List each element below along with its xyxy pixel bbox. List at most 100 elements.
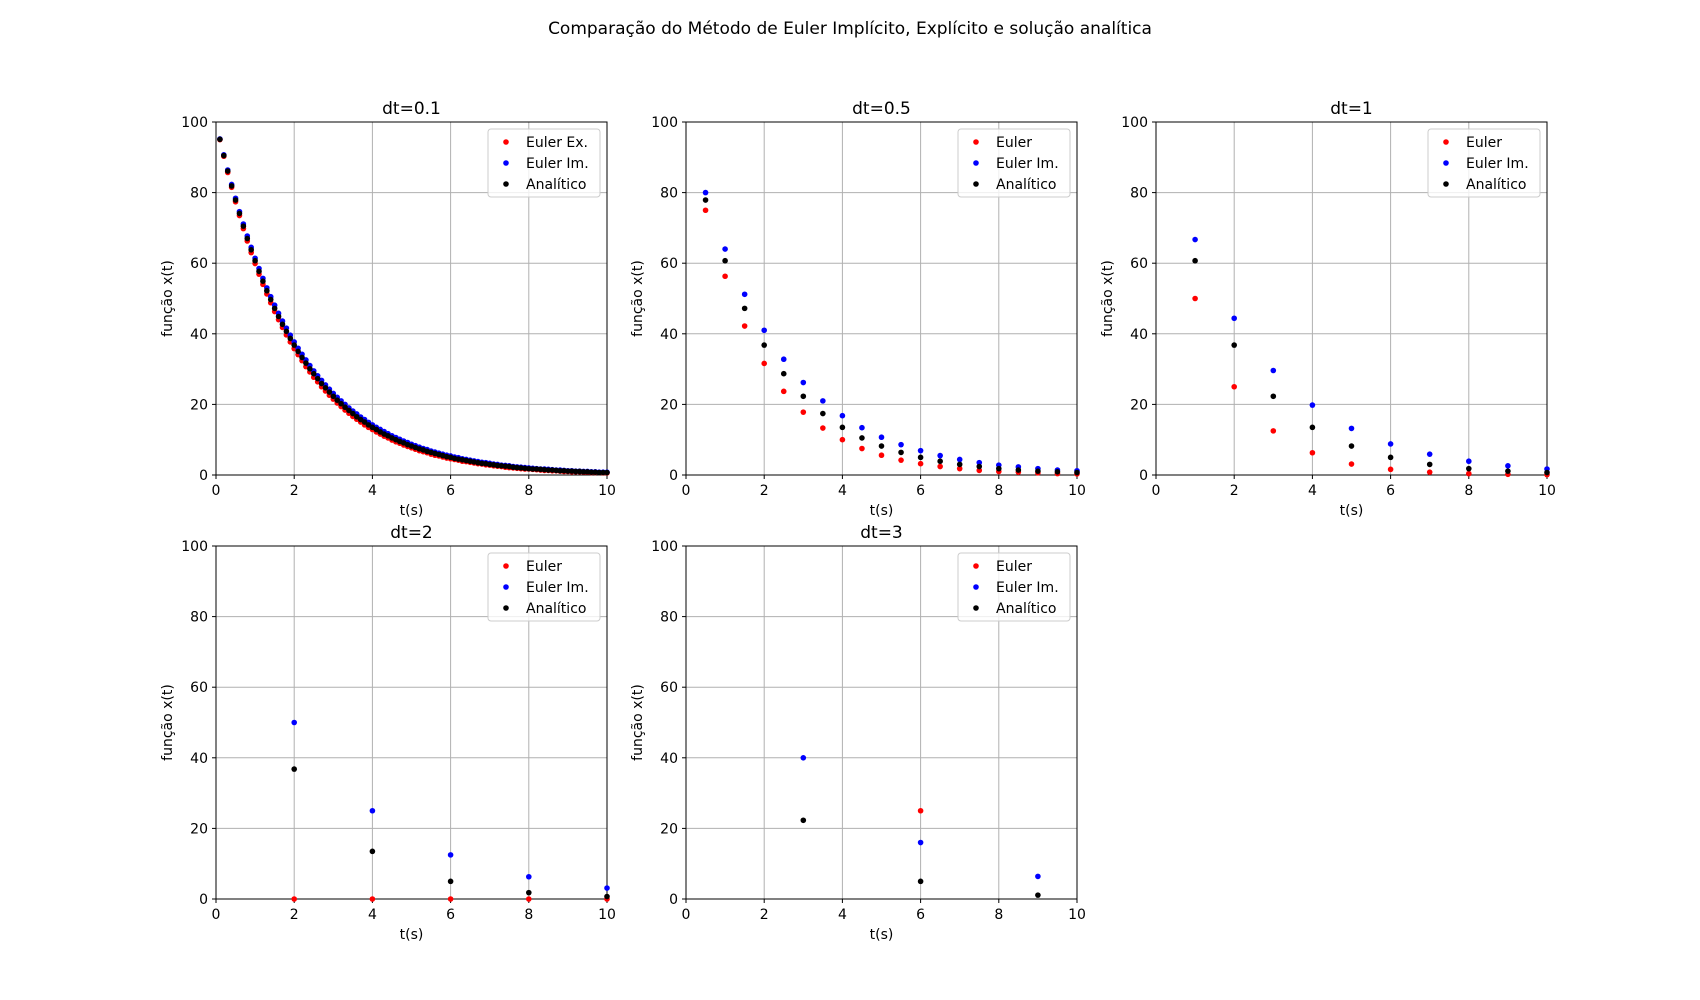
x-tick-label: 6	[446, 483, 455, 499]
point	[820, 410, 826, 417]
x-tick-label: 6	[1386, 483, 1395, 499]
point	[588, 469, 595, 475]
point	[228, 183, 235, 189]
legend-marker	[973, 139, 979, 145]
y-tick-label: 60	[1130, 256, 1148, 272]
axes-frame	[1155, 121, 1548, 476]
y-tick-label: 80	[660, 186, 678, 202]
axes-frame	[215, 121, 608, 476]
y-axis-label: função x(t)	[160, 260, 176, 337]
y-tick-label: 20	[660, 821, 678, 837]
y-tick-label: 0	[199, 468, 208, 484]
point	[529, 466, 536, 472]
legend-label: Analítico	[1466, 177, 1526, 193]
point	[1387, 466, 1394, 473]
point	[447, 878, 454, 885]
y-tick-label: 0	[669, 468, 678, 484]
point	[1192, 295, 1198, 302]
point	[956, 465, 963, 472]
x-tick-label: 10	[1068, 483, 1086, 499]
point	[338, 400, 344, 407]
legend: Euler Ex. Euler Im. Analítico	[487, 128, 601, 198]
point	[859, 445, 865, 452]
legend-marker	[973, 181, 979, 187]
legend-marker	[503, 605, 509, 611]
point	[291, 342, 298, 348]
legend-label: Euler Im.	[996, 156, 1059, 172]
point	[240, 223, 247, 229]
point	[299, 354, 305, 361]
point	[1054, 469, 1061, 475]
point	[279, 321, 286, 328]
legend: Euler Euler Im. Analítico	[957, 552, 1071, 622]
point	[1231, 315, 1237, 322]
subplot-title: dt=0.1	[382, 99, 441, 119]
point	[572, 468, 579, 475]
x-tick-label: 4	[838, 483, 847, 499]
legend-label: Analítico	[526, 177, 586, 193]
x-tick-label: 2	[760, 907, 769, 923]
point	[741, 323, 748, 329]
point	[898, 457, 904, 463]
point	[1231, 383, 1237, 390]
point	[248, 246, 254, 253]
point	[800, 393, 807, 400]
point	[898, 449, 904, 456]
point	[1348, 425, 1355, 432]
legend-box	[1427, 128, 1541, 198]
point	[800, 817, 807, 824]
point	[1426, 451, 1433, 457]
x-tick-label: 6	[916, 483, 925, 499]
legend-box	[957, 552, 1071, 622]
y-axis-label: função x(t)	[630, 684, 646, 761]
point	[1505, 463, 1511, 469]
point	[291, 766, 298, 772]
point	[236, 210, 243, 217]
point	[722, 273, 728, 280]
point	[361, 419, 368, 425]
legend-marker	[973, 584, 979, 590]
point	[976, 467, 983, 474]
legend: Euler Euler Im. Analítico	[957, 128, 1071, 198]
point	[956, 456, 963, 463]
point	[244, 235, 251, 242]
point	[264, 287, 270, 294]
point	[1387, 441, 1394, 447]
point	[1035, 468, 1041, 474]
point	[800, 379, 807, 386]
x-tick-label: 4	[368, 483, 377, 499]
point	[1309, 449, 1316, 456]
y-tick-label: 20	[190, 397, 208, 413]
x-tick-label: 8	[994, 907, 1003, 923]
point	[221, 152, 227, 159]
points	[291, 719, 610, 902]
point	[917, 460, 924, 467]
point	[780, 370, 787, 377]
point	[722, 246, 728, 252]
point	[1426, 461, 1433, 468]
point	[267, 296, 274, 303]
point	[741, 291, 748, 298]
legend-marker	[1443, 181, 1449, 187]
y-tick-label: 60	[660, 256, 678, 272]
point	[1466, 470, 1472, 477]
point	[447, 852, 454, 858]
subplot-title: dt=0.5	[852, 99, 911, 119]
point	[761, 342, 767, 348]
point	[722, 257, 728, 264]
point	[596, 469, 602, 476]
subplot-title: dt=3	[860, 523, 903, 543]
point	[1035, 873, 1041, 880]
point	[252, 257, 258, 264]
point	[976, 459, 983, 466]
x-tick-label: 2	[290, 907, 299, 923]
x-tick-label: 4	[368, 907, 377, 923]
point	[604, 893, 610, 900]
point	[565, 468, 571, 474]
point	[303, 360, 309, 366]
point	[604, 469, 610, 476]
point	[334, 397, 341, 403]
point	[937, 458, 943, 465]
x-tick-label: 2	[1230, 483, 1239, 499]
